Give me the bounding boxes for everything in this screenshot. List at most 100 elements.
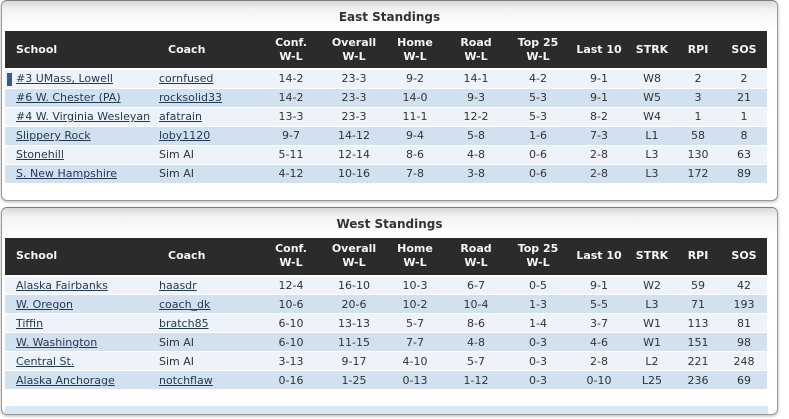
school-link[interactable]: Tiffin	[16, 316, 44, 330]
stat-top25: 1-3	[507, 294, 569, 314]
school-link[interactable]: Alaska Anchorage	[16, 373, 115, 387]
school-link[interactable]: Stonehill	[16, 148, 64, 161]
col-header-sos: SOS	[721, 237, 767, 277]
col-header-sos: SOS	[721, 31, 767, 70]
stat-strk: L3	[629, 145, 675, 165]
coach-link[interactable]: notchflaw	[159, 373, 213, 387]
stat-road: 12-2	[445, 107, 507, 127]
header-row: School Coach Conf. W-L Overall W-L Home W-L Road…	[5, 237, 767, 277]
col-header-strk: STRK	[629, 31, 675, 70]
stat-road: 1-12	[445, 370, 507, 390]
stat-rpi: 3	[675, 88, 721, 108]
stat-overall: 16-10	[323, 275, 385, 295]
school-cell: Alaska Fairbanks	[5, 275, 157, 295]
col-header-top25: Top 25 W-L	[507, 31, 569, 70]
coach-cell: haasdr	[157, 275, 259, 295]
coach-name: Sim AI	[159, 167, 195, 180]
stat-rpi: 71	[675, 294, 721, 314]
stat-strk: W8	[629, 69, 675, 89]
school-cell: Stonehill	[5, 145, 157, 165]
stat-overall: 1-25	[323, 370, 385, 390]
stat-last10: 9-1	[569, 275, 629, 295]
stat-overall: 13-13	[323, 313, 385, 333]
coach-link[interactable]: rocksolid33	[159, 91, 222, 104]
stat-home: 7-7	[385, 332, 445, 352]
table-body: Alaska Fairbanks haasdr 12-4 16-10 10-3 6-7 0-…	[5, 275, 767, 390]
stat-top25: 1-4	[507, 313, 569, 333]
stat-sos: 8	[721, 126, 767, 146]
stat-conf: 6-10	[259, 313, 323, 333]
stat-strk: W4	[629, 107, 675, 127]
stat-top25: 0-3	[507, 370, 569, 390]
school-link[interactable]: Alaska Fairbanks	[16, 278, 108, 292]
stat-road: 5-7	[445, 351, 507, 371]
stat-conf: 12-4	[259, 275, 323, 295]
stat-home: 10-3	[385, 275, 445, 295]
school-link[interactable]: W. Washington	[16, 335, 98, 349]
school-link[interactable]: #6 W. Chester (PA)	[16, 91, 121, 104]
stat-strk: W1	[629, 332, 675, 352]
cutoff-row-sliver	[5, 406, 768, 414]
standings-table-east: School Coach Conf. W-L Overall W-L Home W-L Road…	[5, 31, 767, 184]
stat-strk: L25	[629, 370, 675, 390]
stat-home: 9-2	[385, 69, 445, 89]
stat-road: 6-7	[445, 275, 507, 295]
stat-road: 3-8	[445, 164, 507, 184]
school-link[interactable]: W. Oregon	[16, 297, 73, 311]
stat-home: 4-10	[385, 351, 445, 371]
table-row: Alaska Anchorage notchflaw 0-16 1-25 0-13 1-1…	[5, 370, 767, 390]
stat-last10: 0-10	[569, 370, 629, 390]
table-row: Slippery Rock loby1120 9-7 14-12 9-4 5-8 1-6 7-…	[5, 126, 767, 146]
stat-conf: 9-7	[259, 126, 323, 146]
stat-road: 5-8	[445, 126, 507, 146]
stat-rpi: 113	[675, 313, 721, 333]
standings-panel-east: East Standings School Coach Conf. W-L Overal…	[1, 0, 778, 201]
stat-sos: 89	[721, 164, 767, 184]
coach-cell: Sim AI	[157, 332, 259, 352]
stat-top25: 0-3	[507, 332, 569, 352]
school-link[interactable]: Slippery Rock	[16, 129, 91, 142]
stat-sos: 1	[721, 107, 767, 127]
stat-last10: 4-6	[569, 332, 629, 352]
coach-link[interactable]: cornfused	[159, 72, 214, 86]
coach-link[interactable]: haasdr	[159, 278, 197, 292]
coach-cell: cornfused	[157, 69, 259, 89]
stat-strk: L1	[629, 126, 675, 146]
school-link[interactable]: Central St.	[16, 354, 75, 368]
stat-overall: 23-3	[323, 88, 385, 108]
stat-home: 8-6	[385, 145, 445, 165]
school-link[interactable]: #3 UMass, Lowell	[16, 72, 113, 86]
stat-home: 11-1	[385, 107, 445, 127]
col-header-conf: Conf. W-L	[259, 237, 323, 277]
stat-conf: 3-13	[259, 351, 323, 371]
coach-link[interactable]: afatrain	[159, 110, 202, 123]
stat-overall: 12-14	[323, 145, 385, 165]
coach-link[interactable]: loby1120	[159, 129, 211, 142]
coach-cell: afatrain	[157, 107, 259, 127]
stat-sos: 42	[721, 275, 767, 295]
coach-name: Sim AI	[159, 148, 195, 161]
standings-panel-west: West Standings School Coach Conf. W-L Overal…	[1, 206, 778, 415]
stat-home: 5-7	[385, 313, 445, 333]
col-header-strk: STRK	[629, 237, 675, 277]
stat-road: 14-1	[445, 69, 507, 89]
school-link[interactable]: #4 W. Virginia Wesleyan	[16, 110, 151, 123]
school-cell: Alaska Anchorage	[5, 370, 157, 390]
coach-link[interactable]: bratch85	[159, 316, 209, 330]
col-header-road: Road W-L	[445, 237, 507, 277]
coach-link[interactable]: coach_dk	[159, 297, 211, 311]
col-header-conf: Conf. W-L	[259, 31, 323, 70]
school-cell: #6 W. Chester (PA)	[5, 88, 157, 108]
stat-strk: L2	[629, 351, 675, 371]
stat-last10: 3-7	[569, 313, 629, 333]
col-header-last10: Last 10	[569, 31, 629, 70]
col-header-coach: Coach	[157, 237, 259, 277]
stat-strk: L3	[629, 294, 675, 314]
school-link[interactable]: S. New Hampshire	[16, 167, 117, 180]
stat-last10: 7-3	[569, 126, 629, 146]
table-body: #3 UMass, Lowell cornfused 14-2 23-3 9-2 14-1…	[5, 69, 767, 184]
table-row: #4 W. Virginia Wesleyan afatrain 13-3 23-3 1…	[5, 107, 767, 127]
stat-last10: 2-8	[569, 145, 629, 165]
table-header: School Coach Conf. W-L Overall W-L Home W-L Road…	[5, 237, 767, 277]
stat-overall: 11-15	[323, 332, 385, 352]
